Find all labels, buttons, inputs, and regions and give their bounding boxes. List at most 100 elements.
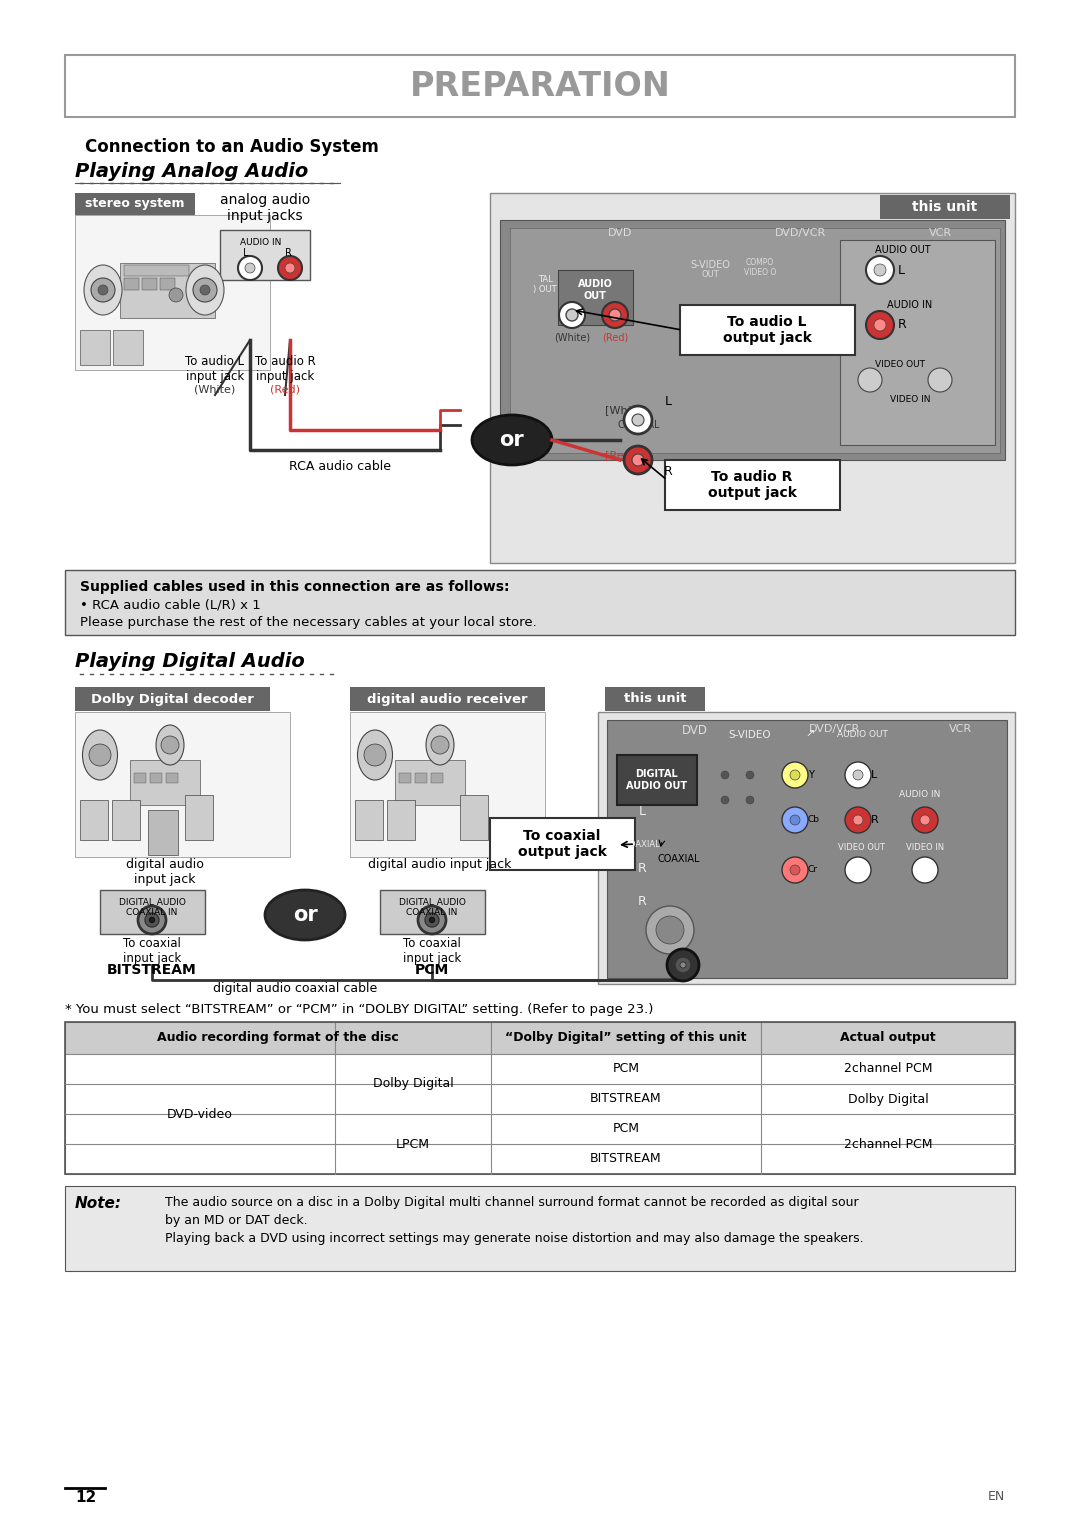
Text: PCM: PCM xyxy=(415,963,449,976)
Text: Connection to an Audio System: Connection to an Audio System xyxy=(85,138,379,156)
Text: L: L xyxy=(870,770,877,779)
Text: L: L xyxy=(664,396,672,408)
Text: Dolby Digital: Dolby Digital xyxy=(848,1093,929,1105)
Circle shape xyxy=(89,744,111,766)
Text: RCA audio cable: RCA audio cable xyxy=(289,460,391,474)
Circle shape xyxy=(675,957,691,973)
Bar xyxy=(80,801,108,840)
Circle shape xyxy=(789,814,800,825)
Circle shape xyxy=(98,286,108,295)
Text: LPCM: LPCM xyxy=(396,1137,430,1151)
Circle shape xyxy=(721,772,729,779)
Text: Playing Digital Audio: Playing Digital Audio xyxy=(75,652,305,671)
Text: R: R xyxy=(663,465,673,478)
Text: [White]: [White] xyxy=(605,405,646,416)
Circle shape xyxy=(912,857,939,883)
Bar xyxy=(617,755,697,805)
Text: DVD: DVD xyxy=(681,724,708,736)
Ellipse shape xyxy=(156,724,184,766)
Text: (Red): (Red) xyxy=(602,332,629,342)
Bar xyxy=(100,889,205,934)
Bar xyxy=(166,773,178,782)
Text: (Red): (Red) xyxy=(270,385,300,396)
Circle shape xyxy=(853,770,863,779)
Bar xyxy=(761,1022,1015,1054)
Circle shape xyxy=(845,857,870,883)
Circle shape xyxy=(161,736,179,753)
Bar xyxy=(220,231,310,280)
Text: R: R xyxy=(870,814,879,825)
Circle shape xyxy=(874,264,886,277)
Ellipse shape xyxy=(426,724,454,766)
Bar xyxy=(335,1022,491,1054)
Circle shape xyxy=(746,796,754,804)
Text: by an MD or DAT deck.: by an MD or DAT deck. xyxy=(165,1215,308,1227)
Text: DIGITAL AUDIO
COAXIAL IN: DIGITAL AUDIO COAXIAL IN xyxy=(399,898,465,917)
Bar xyxy=(75,712,291,857)
Text: To coaxial
output jack: To coaxial output jack xyxy=(517,828,607,859)
Text: Dolby Digital decoder: Dolby Digital decoder xyxy=(91,692,254,706)
Bar xyxy=(65,1186,1015,1271)
Bar xyxy=(460,795,488,840)
Text: PREPARATION: PREPARATION xyxy=(409,69,671,102)
Bar xyxy=(65,1022,1015,1054)
Text: OUT: OUT xyxy=(701,270,719,280)
Bar xyxy=(150,773,162,782)
Bar xyxy=(65,570,1015,636)
Bar xyxy=(605,688,705,711)
Bar xyxy=(490,817,635,869)
Text: R: R xyxy=(637,895,646,908)
Circle shape xyxy=(193,278,217,303)
Text: or: or xyxy=(293,905,318,924)
Bar xyxy=(113,330,143,365)
Ellipse shape xyxy=(186,264,224,315)
Bar xyxy=(134,773,146,782)
Bar xyxy=(80,330,110,365)
Text: To audio R
input jack: To audio R input jack xyxy=(255,354,315,384)
Circle shape xyxy=(656,915,684,944)
Text: S-VIDEO: S-VIDEO xyxy=(690,260,730,270)
Text: Playing back a DVD using incorrect settings may generate noise distortion and ma: Playing back a DVD using incorrect setti… xyxy=(165,1232,864,1245)
Text: To audio L
output jack: To audio L output jack xyxy=(723,315,811,345)
Circle shape xyxy=(285,263,295,274)
Bar xyxy=(350,688,545,711)
Bar xyxy=(148,810,178,856)
Text: VIDEO IN: VIDEO IN xyxy=(906,843,944,853)
Circle shape xyxy=(418,906,446,934)
Text: DVD/VCR: DVD/VCR xyxy=(809,724,861,733)
Circle shape xyxy=(278,257,302,280)
Text: Y: Y xyxy=(808,770,814,779)
Text: this unit: this unit xyxy=(913,200,977,214)
Text: ↗: ↗ xyxy=(806,730,814,740)
Bar xyxy=(387,801,415,840)
Bar xyxy=(399,773,411,782)
Bar xyxy=(558,270,633,325)
Circle shape xyxy=(602,303,627,329)
Ellipse shape xyxy=(265,889,345,940)
Circle shape xyxy=(789,865,800,876)
Circle shape xyxy=(138,906,166,934)
Bar xyxy=(680,306,855,354)
Bar xyxy=(75,215,270,370)
Bar xyxy=(355,801,383,840)
Circle shape xyxy=(624,406,652,434)
Circle shape xyxy=(845,807,870,833)
Bar xyxy=(510,228,1000,452)
Ellipse shape xyxy=(357,730,392,779)
Text: 2channel PCM: 2channel PCM xyxy=(843,1137,932,1151)
Bar xyxy=(840,240,995,445)
Circle shape xyxy=(866,312,894,339)
Text: [Red]: [Red] xyxy=(605,451,635,460)
Text: digital audio receiver: digital audio receiver xyxy=(367,692,527,706)
Text: Note:: Note: xyxy=(75,1196,122,1212)
Circle shape xyxy=(632,454,644,466)
Bar xyxy=(490,193,1015,562)
Text: digital audio coaxial cable: digital audio coaxial cable xyxy=(213,983,377,995)
Text: R: R xyxy=(637,862,646,876)
Text: COAXIAL: COAXIAL xyxy=(657,854,700,863)
Bar xyxy=(65,1022,1015,1174)
Bar xyxy=(665,460,840,510)
Text: DIGITAL AUDIO
COAXIAL IN: DIGITAL AUDIO COAXIAL IN xyxy=(119,898,186,917)
Text: VIDEO IN: VIDEO IN xyxy=(890,396,930,403)
Text: (White): (White) xyxy=(554,332,590,342)
